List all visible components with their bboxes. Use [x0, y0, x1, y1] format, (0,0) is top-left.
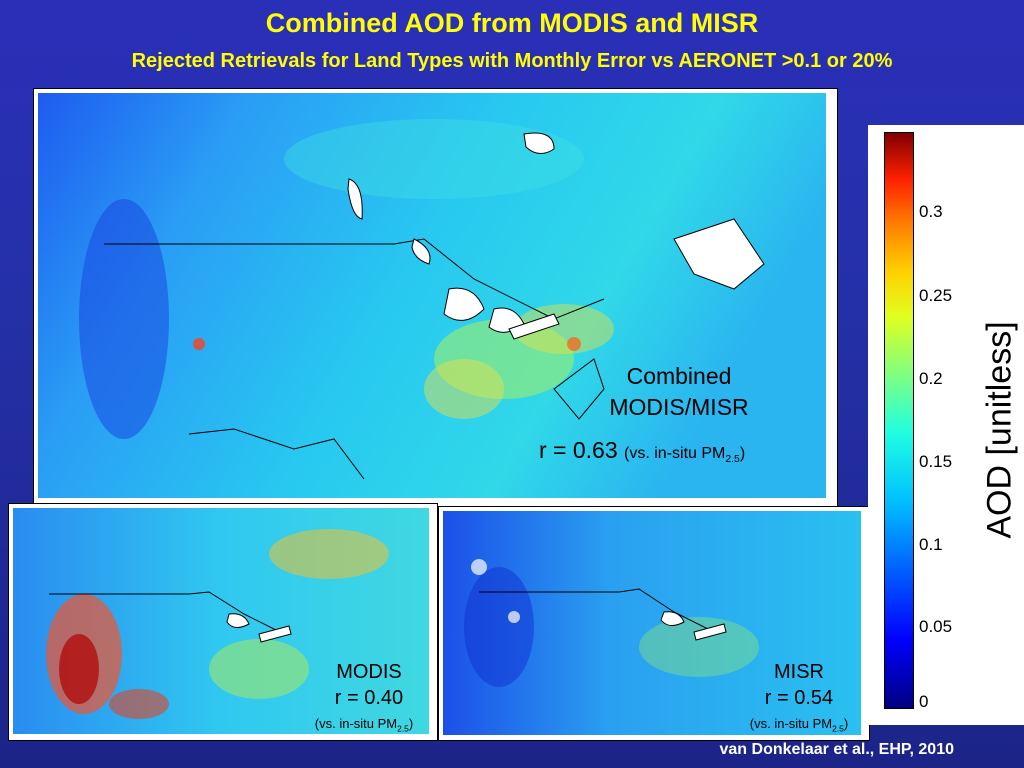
combined-label: Combined MODIS/MISR [564, 361, 794, 423]
combined-aod-map [38, 93, 826, 498]
modis-vs-close: ) [408, 716, 414, 731]
combined-vs-sub: 2.5 [725, 454, 740, 466]
misr-r-text: r = 0.54 [764, 687, 834, 709]
modis-r-text: r = 0.40 [334, 687, 404, 709]
slide-subtitle: Rejected Retrievals for Land Types with … [131, 50, 893, 72]
misr-vs: (vs. in-situ PM2.5) [729, 716, 869, 734]
misr-vs-close: ) [843, 716, 849, 731]
colorbar-tick: 0 [919, 692, 929, 711]
combined-label-line2: MODIS/MISR [609, 394, 749, 420]
modis-vs-sub: 2.5 [397, 723, 409, 734]
combined-label-line1: Combined [626, 363, 732, 389]
modis-vs-text: (vs. in-situ PM [314, 716, 398, 731]
modis-map-panel: MODIS r = 0.40 (vs. in-situ PM2.5) [8, 503, 438, 741]
combined-r-value: r = 0.63 (vs. in-situ PM2.5) [539, 437, 839, 465]
colorbar-tick: 0.05 [919, 617, 953, 636]
combined-map-panel: Combined MODIS/MISR r = 0.63 (vs. in-sit… [33, 88, 838, 510]
misr-label: MISR r = 0.54 [739, 659, 859, 711]
misr-map-panel: MISR r = 0.54 (vs. in-situ PM2.5) [438, 506, 870, 741]
colorbar-tick: 0.15 [919, 452, 953, 471]
misr-aod-map [443, 511, 861, 735]
modis-label: MODIS r = 0.40 [309, 659, 429, 711]
colorbar-tick: 0.3 [919, 202, 943, 221]
combined-r-text: r = 0.63 [539, 437, 618, 463]
combined-vs-close: ) [739, 445, 746, 462]
misr-label-text: MISR [774, 661, 824, 683]
colorbar-tick: 0.2 [919, 369, 943, 388]
misr-vs-sub: 2.5 [832, 723, 844, 734]
colorbar-tick: 0.1 [919, 535, 943, 554]
citation: van Donkelaar et al., EHP, 2010 [719, 741, 955, 758]
colorbar-tick: 0.25 [919, 286, 953, 305]
slide-title: Combined AOD from MODIS and MISR [265, 8, 759, 38]
modis-aod-map [13, 508, 429, 734]
misr-vs-text: (vs. in-situ PM [749, 716, 833, 731]
colorbar-label: AOD [unitless] [980, 321, 1019, 539]
aod-colorbar [884, 132, 914, 709]
combined-vs-text: (vs. in-situ PM [624, 445, 726, 462]
modis-vs: (vs. in-situ PM2.5) [294, 716, 434, 734]
modis-label-text: MODIS [336, 661, 402, 683]
